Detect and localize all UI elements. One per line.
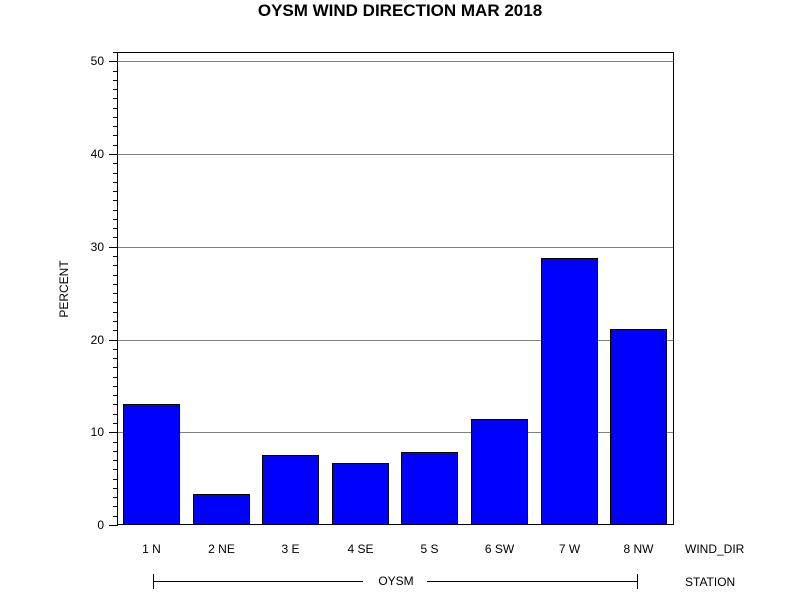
bar	[193, 494, 250, 525]
x-tick-label: 6 SW	[485, 542, 515, 556]
y-tick-label: 0	[97, 518, 104, 532]
bar	[401, 452, 458, 525]
x-tick-label: 1 N	[142, 542, 161, 556]
x-tick-label: 4 SE	[347, 542, 373, 556]
y-tick-label: 30	[91, 240, 105, 254]
y-axis-label: PERCENT	[57, 260, 71, 318]
bar	[471, 419, 528, 525]
y-tick-label: 10	[91, 425, 105, 439]
chart-title: OYSM WIND DIRECTION MAR 2018	[257, 1, 543, 20]
x-tick-label: 3 E	[281, 542, 299, 556]
y-axis-tick-labels: 0 10 20 30 40 50	[91, 54, 105, 532]
station-label: STATION	[685, 575, 735, 589]
x-axis-tick-labels: 1 N 2 NE 3 E 4 SE 5 S 6 SW 7 W 8 NW	[142, 542, 654, 556]
plot-frame	[117, 52, 674, 525]
x-tick-label: 2 NE	[208, 542, 235, 556]
y-tick-label: 40	[91, 147, 105, 161]
bars	[123, 258, 667, 525]
y-axis-ticks	[109, 52, 118, 526]
x-tick-label: 8 NW	[624, 542, 655, 556]
bar	[541, 258, 598, 525]
bar	[610, 329, 667, 525]
station-bracket: OYSM	[153, 574, 638, 589]
bar	[262, 455, 319, 525]
bar	[123, 404, 180, 525]
bar	[332, 463, 389, 525]
x-tick-label: 5 S	[420, 542, 438, 556]
station-value: OYSM	[378, 574, 413, 588]
x-tick-label: 7 W	[559, 542, 581, 556]
y-tick-label: 20	[91, 333, 105, 347]
x-axis-group-label: WIND_DIR	[685, 542, 745, 556]
y-tick-label: 50	[91, 54, 105, 68]
